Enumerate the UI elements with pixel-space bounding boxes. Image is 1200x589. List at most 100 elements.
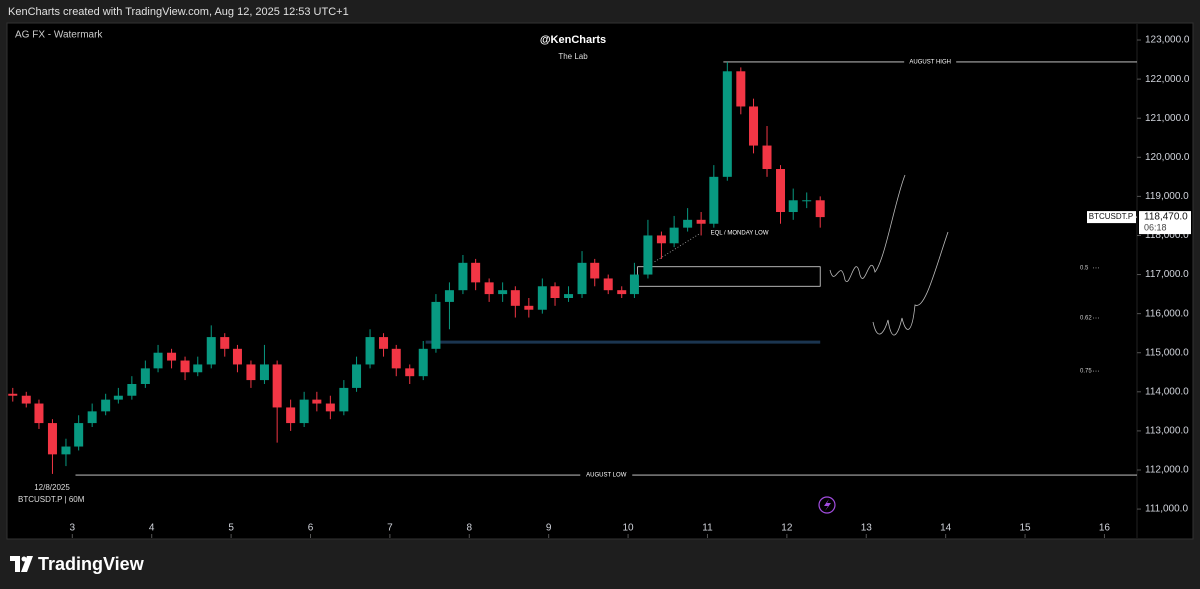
- alert-icon[interactable]: [818, 496, 836, 514]
- alert-bolt[interactable]: [824, 499, 831, 511]
- fib-label: 0.75: [1080, 369, 1092, 375]
- candle-body: [669, 227, 679, 244]
- x-tick-label: 8: [467, 523, 473, 534]
- candle-body: [709, 176, 719, 224]
- y-tick-label: 118,000.0: [1145, 230, 1189, 241]
- candle-body: [61, 446, 71, 455]
- candle-body: [299, 399, 309, 424]
- candle-body: [339, 387, 349, 412]
- symbol-label: BTCUSDT.P | 60M: [18, 495, 85, 504]
- candle-body: [656, 235, 666, 244]
- candle-body: [167, 352, 177, 361]
- candle-body: [352, 364, 362, 388]
- candle-body: [286, 407, 296, 424]
- y-tick-label: 114,000.0: [1145, 386, 1189, 397]
- price-tag: 118,470.0: [1144, 212, 1188, 223]
- candle-body: [749, 106, 759, 146]
- candle-body: [140, 368, 150, 384]
- candle-body: [101, 399, 111, 412]
- y-tick-label: 116,000.0: [1145, 308, 1189, 319]
- y-tick-label: 113,000.0: [1145, 426, 1189, 437]
- candle-body: [577, 262, 587, 295]
- candle-body: [47, 423, 57, 455]
- candle-body: [590, 262, 600, 279]
- x-tick-label: 15: [1019, 523, 1031, 534]
- candle-body: [113, 395, 123, 400]
- y-tick-label: 122,000.0: [1145, 74, 1190, 85]
- candle-body: [180, 360, 190, 373]
- x-tick-label: 9: [546, 523, 552, 534]
- alert-circle[interactable]: [818, 496, 836, 514]
- candle-body: [87, 411, 97, 424]
- indicator-label: AG FX - Watermark: [15, 30, 103, 41]
- logo-dot: [21, 556, 27, 562]
- candle-body: [683, 219, 693, 228]
- candle-body: [537, 286, 547, 310]
- candle-body: [762, 145, 772, 170]
- eql-label: EQL / MONDAY LOW: [711, 230, 769, 236]
- x-tick-label: 5: [228, 523, 234, 534]
- header-text: KenCharts created with TradingView.com, …: [8, 6, 349, 18]
- candle-body: [220, 337, 230, 349]
- candle-body: [325, 403, 335, 412]
- brand-logo: TradingView: [10, 554, 145, 574]
- candle-body: [788, 200, 798, 213]
- candle-body: [643, 235, 653, 275]
- x-tick-label: 3: [70, 523, 76, 534]
- candle-body: [232, 348, 242, 365]
- y-tick-label: 123,000.0: [1145, 35, 1190, 46]
- candles: [8, 61, 825, 474]
- candle-body: [471, 262, 481, 283]
- level-label: AUGUST HIGH: [909, 59, 951, 65]
- x-tick-label: 6: [308, 523, 314, 534]
- y-tick-label: 115,000.0: [1145, 347, 1189, 358]
- level-label-bg: [580, 471, 633, 480]
- candle-body: [272, 364, 282, 408]
- fib-label: 0.5: [1080, 265, 1089, 271]
- x-tick-label: 4: [149, 523, 155, 534]
- y-tick-label: 119,000.0: [1145, 191, 1189, 202]
- symbol-tag-bg: [1087, 211, 1136, 224]
- candle-body: [365, 337, 375, 365]
- y-tick-label: 121,000.0: [1145, 113, 1190, 124]
- candle-body: [193, 364, 203, 373]
- y-tick-label: 120,000.0: [1145, 152, 1190, 163]
- candle-body: [444, 290, 454, 302]
- x-tick-label: 13: [861, 523, 873, 534]
- candle-body: [629, 274, 639, 295]
- level-label: AUGUST LOW: [586, 473, 627, 479]
- candle-body: [153, 352, 163, 369]
- brand-name: TradingView: [38, 554, 145, 574]
- candle-body: [418, 348, 428, 377]
- candle-body: [802, 200, 812, 202]
- candle-body: [127, 383, 137, 396]
- y-tick-label: 111,000.0: [1145, 504, 1188, 515]
- hand-drawn-path: [829, 174, 906, 283]
- candle-body: [431, 301, 441, 349]
- candle-body: [391, 348, 401, 369]
- candle-body: [34, 403, 44, 424]
- candle-body: [74, 423, 84, 447]
- price-tag-bg: [1139, 211, 1191, 235]
- candle-body: [312, 399, 322, 404]
- candle-body: [603, 278, 613, 291]
- y-tick-label: 112,000.0: [1145, 465, 1189, 476]
- x-tick-label: 10: [623, 523, 635, 534]
- candle-body: [815, 200, 825, 218]
- level-label-bg: [904, 57, 957, 66]
- candle-body: [259, 364, 269, 381]
- candle-body: [550, 286, 560, 299]
- candle-body: [405, 368, 415, 377]
- candle-body: [510, 290, 520, 306]
- candle-body: [498, 290, 508, 295]
- y-tick-label: 117,000.0: [1145, 269, 1189, 280]
- fib-label: 0.62: [1080, 316, 1092, 322]
- candle-body: [206, 337, 216, 365]
- candle-body: [484, 282, 494, 295]
- candle-body: [617, 290, 627, 295]
- candle-body: [458, 262, 468, 291]
- candle-body: [21, 395, 31, 404]
- chart-title: @KenCharts: [540, 34, 606, 46]
